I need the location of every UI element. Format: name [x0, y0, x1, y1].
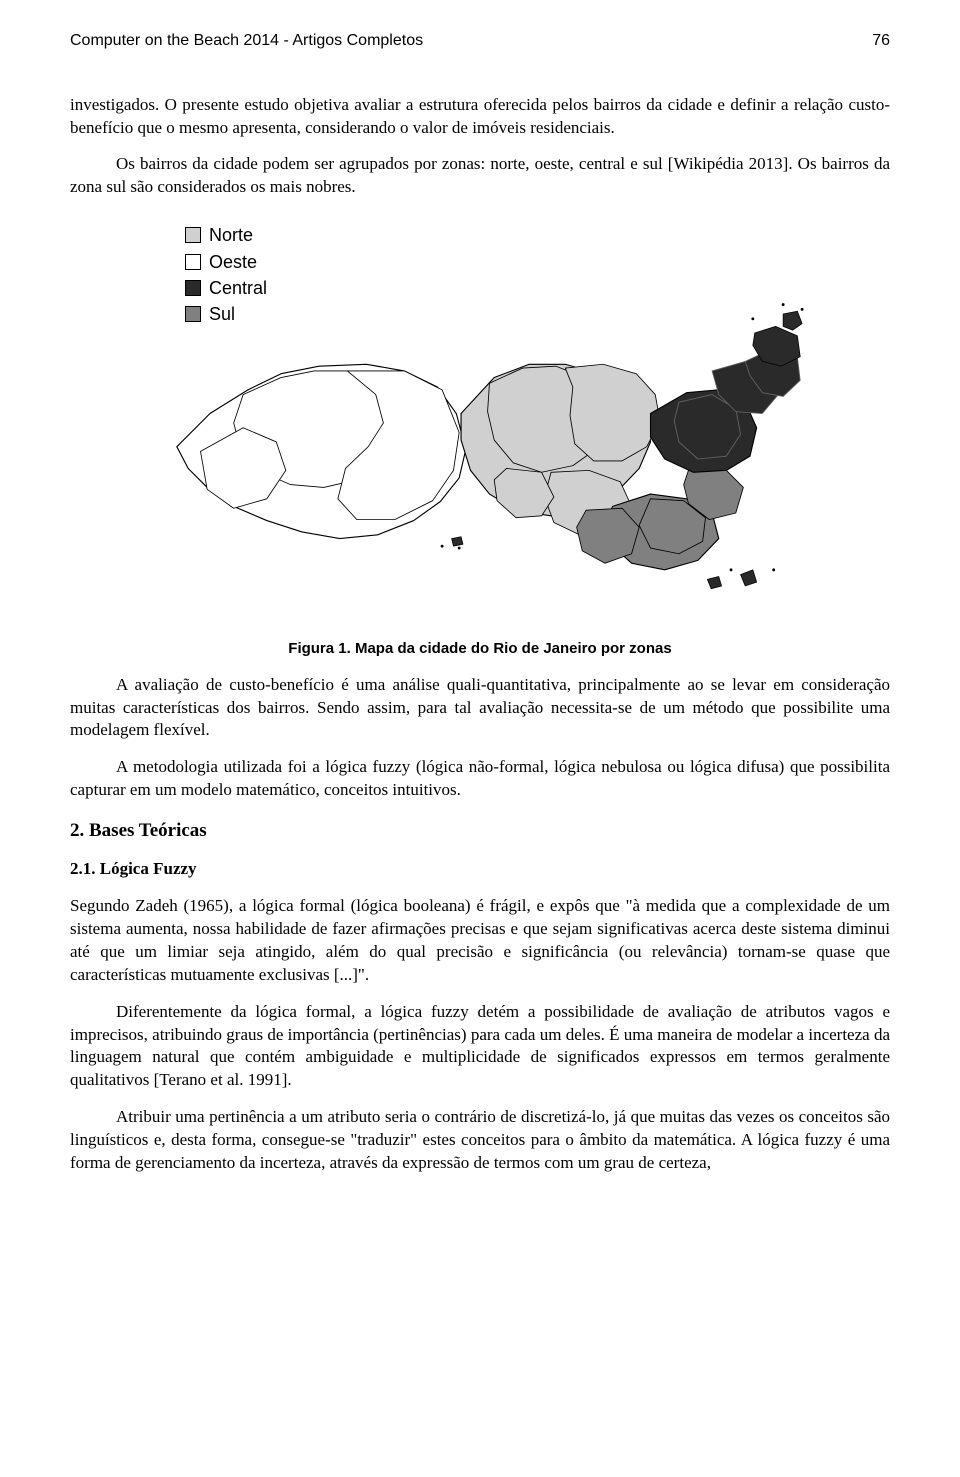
legend-swatch [185, 254, 201, 270]
paragraph-3: A avaliação de custo-benefício é uma aná… [70, 674, 890, 743]
legend-label: Norte [209, 223, 253, 247]
figure-caption: Figura 1. Mapa da cidade do Rio de Janei… [70, 639, 890, 659]
paragraph-7: Atribuir uma pertinência a um atributo s… [70, 1106, 890, 1175]
legend-label: Oeste [209, 250, 257, 274]
paragraph-1: investigados. O presente estudo objetiva… [70, 94, 890, 140]
subsection-21-heading: 2.1. Lógica Fuzzy [70, 858, 890, 881]
legend-label: Sul [209, 302, 235, 326]
page-header: Computer on the Beach 2014 - Artigos Com… [70, 30, 890, 52]
paragraph-4: A metodologia utilizada foi a lógica fuz… [70, 756, 890, 802]
legend-swatch [185, 306, 201, 322]
paragraph-5: Segundo Zadeh (1965), a lógica formal (l… [70, 895, 890, 987]
legend-swatch [185, 227, 201, 243]
paragraph-6: Diferentemente da lógica formal, a lógic… [70, 1001, 890, 1093]
map-legend: Norte OesteCentralSul [185, 223, 267, 328]
header-page: 76 [872, 30, 890, 52]
legend-item: Norte [185, 223, 267, 247]
legend-item: Sul [185, 302, 267, 326]
section-2-heading: 2. Bases Teóricas [70, 818, 890, 844]
legend-swatch [185, 280, 201, 296]
legend-label: Central [209, 276, 267, 300]
legend-item: Oeste [185, 250, 267, 274]
figure-1: Norte OesteCentralSul Figura 1. Mapa da c… [70, 213, 890, 659]
paragraph-2: Os bairros da cidade podem ser agrupados… [70, 153, 890, 199]
header-title: Computer on the Beach 2014 - Artigos Com… [70, 30, 423, 52]
legend-item: Central [185, 276, 267, 300]
